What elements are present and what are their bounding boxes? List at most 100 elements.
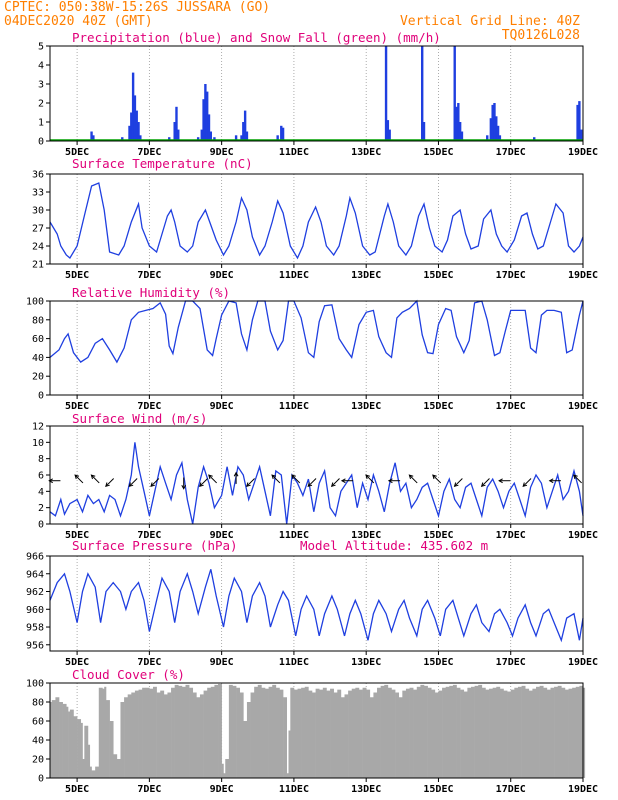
precip-bar: [578, 101, 581, 141]
x-tick-label: 17DEC: [496, 147, 526, 158]
cloud-bar: [239, 692, 244, 778]
cloud-bar: [174, 684, 179, 778]
precip-bar: [453, 46, 456, 141]
cloud-bar: [499, 688, 504, 778]
cloud-bar: [583, 687, 586, 778]
wind-arrow-shaft: [91, 474, 100, 484]
cloud-bar: [218, 683, 222, 778]
wind-arrow-shaft: [365, 474, 375, 484]
cloud-bar: [199, 694, 204, 778]
cloud-bar: [326, 690, 331, 778]
cloud-bar: [66, 706, 69, 778]
y-tick-label: 20: [32, 755, 44, 766]
precip-bar: [493, 103, 496, 141]
x-tick-label: 13DEC: [351, 270, 381, 281]
wind-arrow-shaft: [199, 478, 208, 487]
x-tick-label: 9DEC: [210, 530, 234, 541]
cloud-bar: [489, 688, 493, 778]
cloud-bar: [554, 686, 559, 778]
y-tick-label: 964: [26, 569, 44, 580]
wind-arrow: [548, 478, 561, 484]
cloud-bar: [395, 692, 400, 778]
panel-title: Precipitation (blue) and Snow Fall (gree…: [72, 30, 441, 45]
x-tick-label: 19DEC: [568, 784, 598, 795]
wind-arrow: [573, 474, 582, 484]
cloud-bar: [358, 689, 363, 778]
cloud-bar: [442, 687, 446, 778]
cloud-bar: [402, 690, 407, 778]
panel-cloud: Cloud Cover (%) 0 20 40 60 80 100 5DEC 7DEC 9DEC 1…: [26, 667, 598, 795]
cloud-bar: [171, 687, 175, 778]
y-tick-label: 12: [32, 422, 44, 433]
wind-arrow: [330, 478, 340, 488]
x-tick-label: 5DEC: [65, 657, 89, 668]
cloud-bar: [572, 687, 577, 778]
x-tick-label: 15DEC: [423, 401, 453, 412]
x-tick-label: 7DEC: [137, 784, 161, 795]
cloud-bar: [113, 754, 118, 778]
precip-bar: [489, 118, 493, 141]
cloud-bar: [517, 686, 522, 778]
x-tick-label: 9DEC: [210, 401, 234, 412]
x-tick-label: 7DEC: [137, 657, 161, 668]
cloud-bar: [104, 686, 107, 778]
wind-arrow: [271, 474, 281, 484]
cloud-bar: [362, 687, 367, 778]
precip-bar: [133, 95, 137, 141]
x-tick-label: 13DEC: [351, 401, 381, 412]
cloud-bar: [474, 685, 479, 778]
cloud-bar: [246, 702, 251, 778]
cloud-bar: [265, 688, 269, 778]
cloud-bar: [579, 685, 584, 778]
y-tick-label: 0: [38, 520, 44, 531]
cloud-bar: [521, 685, 526, 778]
x-tick-label: 11DEC: [279, 530, 309, 541]
precip-bar: [384, 46, 388, 141]
wind-arrow: [307, 478, 317, 488]
precip-bar: [90, 131, 93, 141]
wind-arrow: [74, 474, 84, 484]
cloud-bar: [478, 684, 483, 778]
cloud-bar: [223, 773, 226, 778]
cloud-bar: [268, 686, 273, 778]
cloud-bar: [261, 687, 266, 778]
cloud-bar: [189, 687, 194, 778]
precip-bar: [280, 125, 283, 141]
precip-bar: [281, 127, 285, 141]
cloud-bar: [337, 689, 342, 778]
cloud-bar: [427, 687, 432, 778]
wind-arrow-shaft: [331, 478, 340, 487]
cloud-bar: [196, 697, 201, 778]
precip-bar: [533, 137, 536, 141]
cloud-bar: [293, 689, 298, 778]
cloud-bar: [120, 702, 125, 778]
y-tick-label: 2: [38, 99, 44, 110]
wind-arrow-shaft: [128, 478, 138, 487]
x-tick-label: 11DEC: [279, 784, 309, 795]
x-tick-label: 9DEC: [210, 784, 234, 795]
cloud-bar: [286, 773, 289, 778]
wind-arrow-head: [548, 478, 554, 484]
panel-precip: Precipitation (blue) and Snow Fall (gree…: [38, 30, 598, 158]
cloud-bar: [98, 687, 103, 778]
x-tick-label: 5DEC: [65, 270, 89, 281]
wind-arrow: [150, 478, 160, 488]
cloud-bar: [236, 687, 241, 778]
panel-title: Surface Wind (m/s): [72, 411, 207, 426]
cloud-bar: [145, 687, 150, 778]
cloud-bar: [366, 689, 371, 778]
pressure-series-line: [49, 569, 584, 643]
plot-frame: [49, 555, 584, 652]
precip-bar: [168, 137, 171, 141]
y-tick-label: 958: [26, 623, 44, 634]
cloud-bar: [250, 692, 255, 778]
x-tick-label: 5DEC: [65, 784, 89, 795]
x-tick-label: 9DEC: [210, 657, 234, 668]
wind-arrow: [480, 478, 490, 488]
wind-arrow-head: [387, 478, 393, 484]
y-tick-label: 80: [32, 315, 44, 326]
y-tick-label: 24: [32, 242, 44, 253]
wind-arrow: [181, 477, 187, 490]
wind-arrow-head: [330, 482, 336, 488]
y-tick-label: 4: [38, 487, 44, 498]
